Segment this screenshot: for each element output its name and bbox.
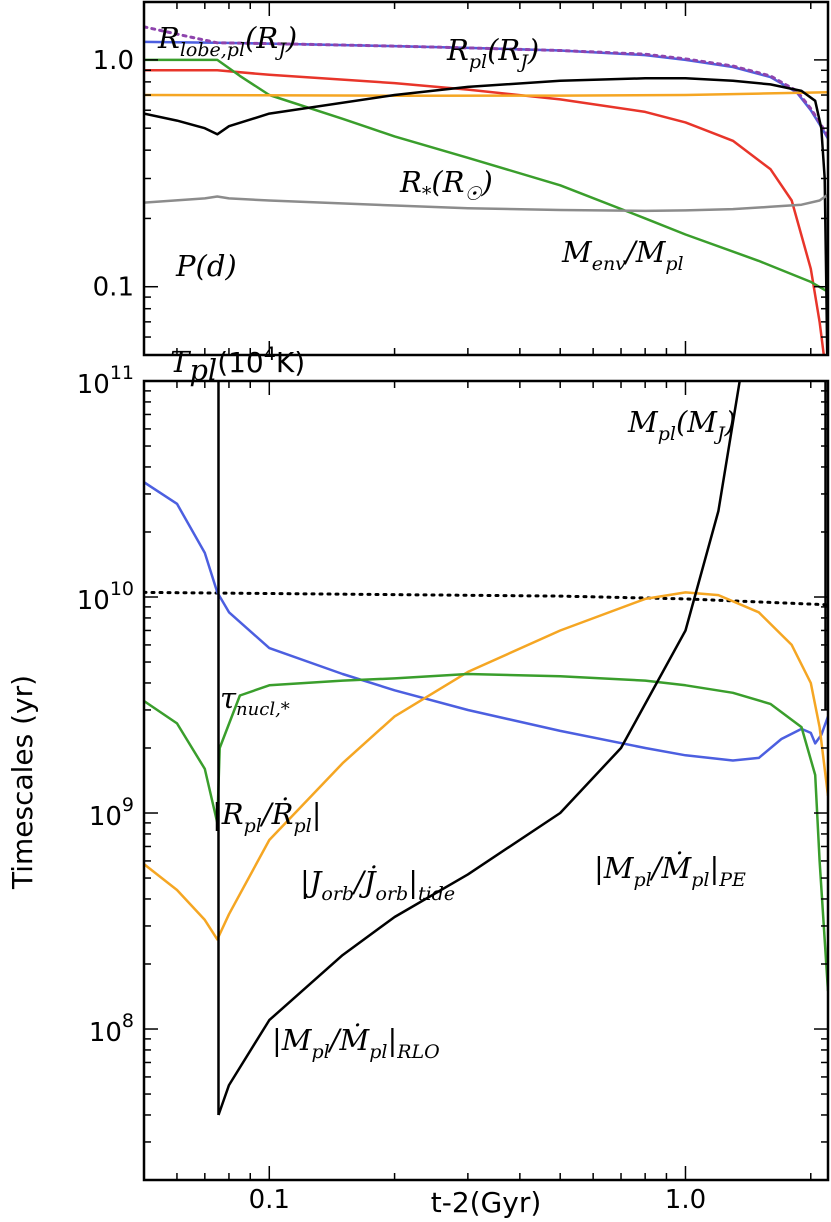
bottom-series-tau-nucl bbox=[144, 590, 828, 607]
top-series-t-pl-10-4-k bbox=[144, 193, 828, 213]
top-plot-frame bbox=[142, 0, 830, 357]
x-axis-title: t-2(Gyr) bbox=[431, 1186, 542, 1219]
bottom-ytick-label: 108 bbox=[89, 1010, 134, 1048]
label-m-env: Menv/Mpl bbox=[561, 235, 684, 275]
top-series-m-pl-m-j bbox=[144, 58, 828, 293]
bottom-ytick-label: 109 bbox=[89, 794, 134, 832]
label-r-pl: Rpl(RJ) bbox=[446, 33, 539, 73]
label-m-pl: Mpl(MJ) bbox=[627, 405, 736, 445]
top-series-p-d bbox=[144, 77, 828, 355]
top-ytick-label: 0.1 bbox=[93, 273, 134, 303]
label-r-star: R*(R☉) bbox=[399, 165, 493, 205]
bottom-ytick-label: 1011 bbox=[77, 362, 134, 400]
label-period: P(d) bbox=[175, 249, 237, 283]
ytick-base: 10 bbox=[89, 1018, 122, 1048]
ytick-exponent: 11 bbox=[110, 362, 134, 384]
top-panel: 0.11.0 Rlobe,pl(RJ) Rpl(RJ) R*(R☉) P(d) … bbox=[93, 0, 830, 445]
label-t-pl: Tpl(104K) bbox=[170, 343, 305, 387]
top-series-r-r-sun bbox=[144, 91, 828, 97]
label-r-lobe: Rlobe,pl(RJ) bbox=[157, 21, 297, 61]
ytick-base: 10 bbox=[77, 586, 110, 616]
bottom-ytick-label: 1010 bbox=[77, 578, 134, 616]
bottom-xtick-label: 1.0 bbox=[665, 1185, 706, 1215]
label-m-rlo: |Mpl/Ṁpl|RLO bbox=[272, 1022, 440, 1063]
bottom-series-m-pl-mdot-pl-rlo bbox=[217, 381, 741, 1116]
top-ticks-group: 0.1 1.0 bbox=[93, 2, 828, 356]
y-axis-title: Timescales (yr) bbox=[6, 675, 39, 890]
label-tau-nucl: τnucl,* bbox=[220, 681, 290, 720]
top-ytick-label: 1.0 bbox=[93, 46, 134, 76]
label-r-rate: |Rpl/Ṙpl| bbox=[212, 796, 322, 837]
ytick-exponent: 10 bbox=[110, 578, 134, 600]
top-series-group bbox=[144, 25, 828, 355]
top-series-m-env-m-pl bbox=[144, 69, 826, 355]
bottom-xtick-label: 0.1 bbox=[249, 1185, 290, 1215]
ytick-base: 10 bbox=[89, 802, 122, 832]
bottom-plot-frame bbox=[142, 379, 830, 1182]
bottom-series-j-orb-jdot-orb-tide bbox=[144, 591, 828, 941]
ytick-exponent: 9 bbox=[122, 794, 134, 816]
bottom-series-group bbox=[144, 381, 828, 1116]
ytick-exponent: 8 bbox=[122, 1010, 134, 1032]
ytick-base: 10 bbox=[77, 370, 110, 400]
top-series-r-lobe-pl-r-j bbox=[144, 25, 828, 138]
label-j-rate: |Jorb/J̇orb|tide bbox=[300, 865, 455, 905]
label-m-pe: |Mpl/Ṁpl|PE bbox=[594, 850, 746, 891]
